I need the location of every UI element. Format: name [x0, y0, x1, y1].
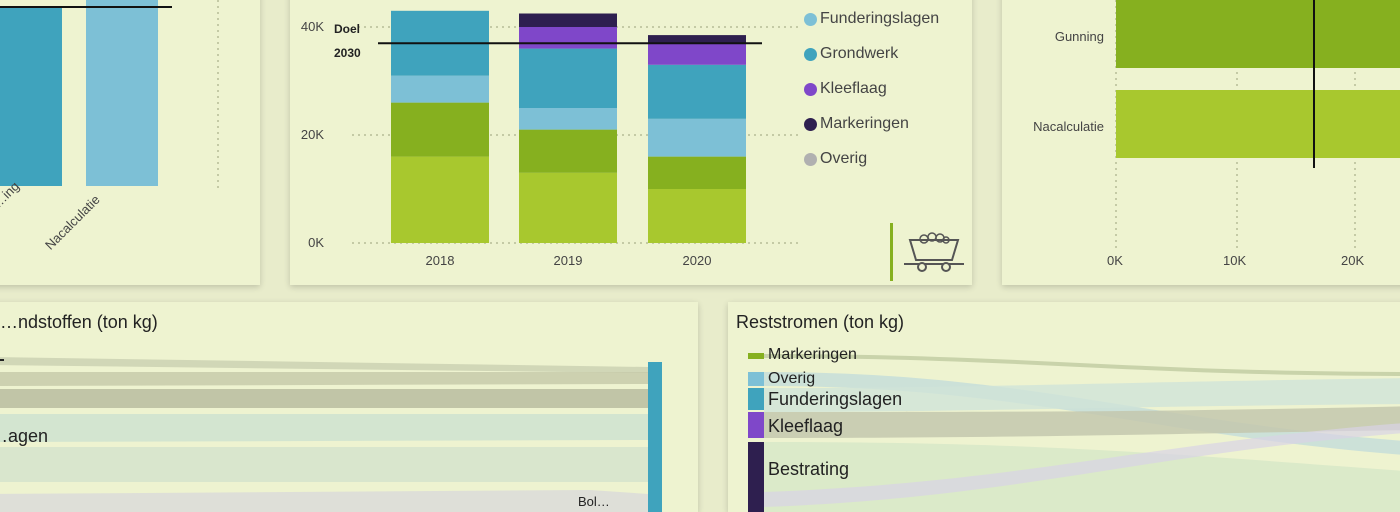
- rest-label-markeringen: Markeringen: [768, 346, 857, 363]
- stacked-x-tick: 2018: [426, 253, 455, 268]
- rest-label-funderingslagen: Funderingslagen: [768, 389, 903, 409]
- legend-label-overig[interactable]: Overig: [820, 150, 868, 167]
- flow-band-5[interactable]: [0, 447, 648, 482]
- flow-band-4[interactable]: [0, 414, 648, 442]
- legend-label-markeringen[interactable]: Markeringen: [820, 115, 909, 132]
- legend-label-kleeflaag[interactable]: Kleeflaag: [820, 80, 887, 97]
- flow-band-2[interactable]: [0, 372, 648, 386]
- h-x-tick-10k: 10K: [1223, 253, 1247, 268]
- stacked-bar-segment[interactable]: [519, 48, 617, 108]
- stacked-bar-segment[interactable]: [519, 27, 617, 49]
- panel-reststromen-sankey: Reststromen (ton kg) Markeringen Overig …: [728, 302, 1400, 512]
- flow-band-6[interactable]: [0, 490, 648, 512]
- legend-dot-markeringen: [804, 118, 817, 131]
- left-bar-nacalculatie[interactable]: [86, 0, 158, 186]
- rest-label-kleeflaag: Kleeflaag: [768, 416, 844, 436]
- stacked-bar-segment[interactable]: [648, 35, 746, 44]
- panel-stacked-bar-chart: 0K 20K 40K 2018 2019 2020 Doel 2030 Fundering…: [290, 0, 972, 285]
- left-bar-chart-svg: [0, 0, 219, 190]
- grondstoffen-partial-label-2: Bol…: [578, 494, 610, 509]
- panel-horizontal-bar-chart: Gunning Nacalculatie 0K 10K 20K: [1002, 0, 1400, 285]
- h-bar-gunning[interactable]: [1116, 0, 1400, 68]
- stacked-bar-segment[interactable]: [519, 13, 617, 28]
- legend-label-funderingslagen[interactable]: Funderingslagen: [820, 10, 940, 27]
- legend-dot-kleeflaag: [804, 83, 817, 96]
- panel-left-bar-chart: …ing Nacalculatie: [0, 0, 260, 285]
- rest-flow-3[interactable]: [764, 378, 1400, 412]
- rest-flow-4[interactable]: [764, 406, 1400, 438]
- stacked-bar-segment[interactable]: [648, 64, 746, 119]
- stacked-bar-chart-svg: 0K 20K 40K 2018 2019 2020: [301, 10, 802, 268]
- goal-label-line2: 2030: [334, 46, 361, 60]
- stacked-bar-segment[interactable]: [391, 75, 489, 103]
- stacked-bar-segment[interactable]: [648, 156, 746, 189]
- stacked-bar-segment[interactable]: [391, 156, 489, 243]
- stacked-x-tick: 2019: [554, 253, 583, 268]
- horizontal-bar-chart-svg: [1115, 0, 1400, 248]
- reststromen-sankey-svg: [764, 354, 1400, 512]
- stacked-y-tick: 0K: [308, 235, 324, 250]
- mine-cart-icon: [904, 232, 964, 272]
- rest-label-bestrating: Bestrating: [768, 459, 850, 479]
- legend-divider: [890, 223, 893, 281]
- legend-dot-overig: [804, 153, 817, 166]
- stacked-bar-segment[interactable]: [648, 118, 746, 157]
- rest-node-bestrating[interactable]: [748, 442, 764, 512]
- stacked-bar-segment[interactable]: [648, 43, 746, 65]
- panel-grondstoffen-sankey: …ndstoffen (ton kg) …agen Bol…: [0, 302, 698, 512]
- grondstoffen-title: …ndstoffen (ton kg): [0, 312, 158, 332]
- flow-band-1[interactable]: [0, 357, 648, 373]
- left-bar-gunning[interactable]: [0, 8, 62, 186]
- stacked-bar-segment[interactable]: [648, 189, 746, 243]
- stacked-bar-segment[interactable]: [519, 129, 617, 173]
- h-x-tick-20k: 20K: [1341, 253, 1365, 268]
- rest-node-overig[interactable]: [748, 372, 764, 386]
- stacked-bar-segment[interactable]: [391, 102, 489, 157]
- rest-flow-2[interactable]: [764, 372, 1400, 456]
- h-y-label-nacalculatie: Nacalculatie: [1033, 119, 1104, 134]
- rest-label-overig: Overig: [768, 370, 816, 387]
- stacked-y-tick: 20K: [301, 127, 324, 142]
- h-bar-nacalculatie[interactable]: [1116, 90, 1400, 158]
- sankey-target-node[interactable]: [648, 362, 662, 512]
- stacked-bar-segment[interactable]: [519, 172, 617, 243]
- rest-node-funderingslagen[interactable]: [748, 388, 764, 410]
- grondstoffen-sankey-svg: [0, 357, 662, 512]
- stacked-x-tick: 2020: [683, 253, 712, 268]
- flow-band-3[interactable]: [0, 389, 648, 408]
- legend-label-grondwerk[interactable]: Grondwerk: [820, 45, 899, 62]
- reststromen-title: Reststromen (ton kg): [736, 312, 905, 332]
- goal-label-line1: Doel: [334, 22, 361, 36]
- stacked-bar-segment[interactable]: [519, 108, 617, 130]
- h-x-tick-0: 0K: [1107, 253, 1123, 268]
- rest-node-markeringen[interactable]: [748, 353, 764, 359]
- stacked-y-tick: 40K: [301, 19, 324, 34]
- rest-flow-1[interactable]: [764, 354, 1400, 376]
- legend-dot-funderingslagen: [804, 13, 817, 26]
- rest-node-kleeflaag[interactable]: [748, 412, 764, 438]
- grondstoffen-partial-label-1: …agen: [0, 426, 49, 446]
- legend-dot-grondwerk: [804, 48, 817, 61]
- h-y-label-gunning: Gunning: [1054, 29, 1104, 44]
- rest-flow-6[interactable]: [764, 422, 1400, 507]
